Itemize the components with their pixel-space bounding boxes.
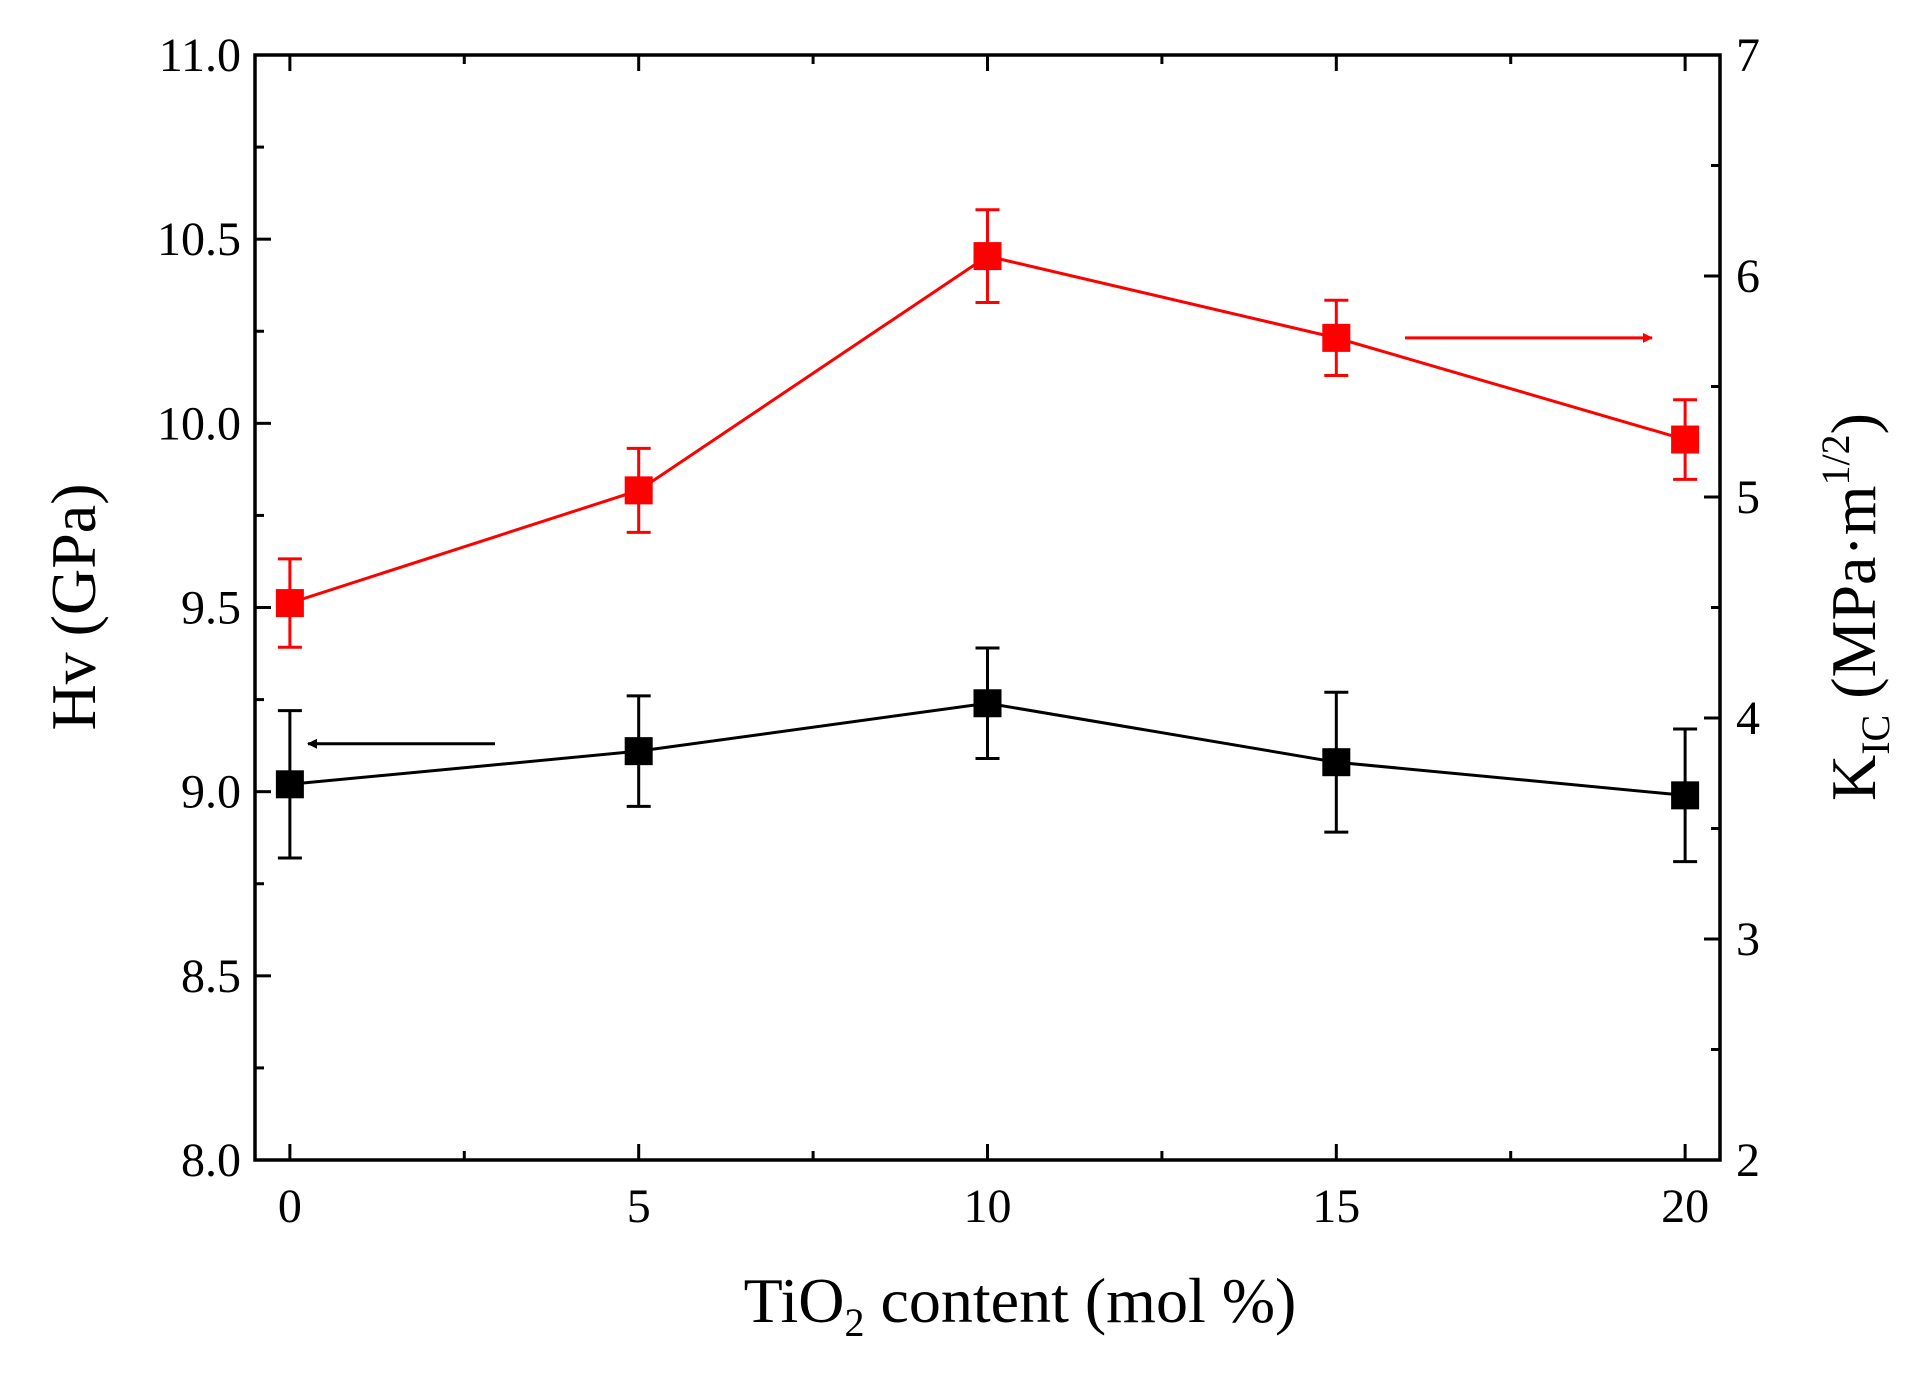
y-tick-label: 8.0 xyxy=(181,1134,241,1187)
y2-tick-label: 2 xyxy=(1736,1134,1760,1187)
y2-title-sup: 1/2 xyxy=(1813,434,1858,485)
x-tick-label: 15 xyxy=(1312,1180,1360,1233)
y-tick-label: 9.0 xyxy=(181,766,241,819)
data-point xyxy=(1322,748,1351,777)
x-tick-label: 0 xyxy=(278,1180,302,1233)
series-kic xyxy=(275,208,1700,649)
y2-title-sub: IC xyxy=(1853,715,1898,755)
x-title-tio: TiO xyxy=(744,1265,845,1336)
y2-tick-label: 3 xyxy=(1736,913,1760,966)
data-point xyxy=(624,737,653,766)
y2-title-mid: (MPa·m xyxy=(1818,485,1889,714)
x-title-rest: content (mol %) xyxy=(864,1265,1296,1336)
data-point xyxy=(275,770,304,799)
y-tick-label: 8.5 xyxy=(181,950,241,1003)
data-point xyxy=(1671,425,1700,454)
y-axis-title: Hv (GPa) xyxy=(38,483,109,730)
series-hv xyxy=(275,646,1700,864)
x-tick-label: 5 xyxy=(627,1180,651,1233)
y-tick-label: 9.5 xyxy=(181,582,241,635)
x-axis-title: TiO2 content (mol %) xyxy=(744,1265,1297,1345)
y2-tick-label: 4 xyxy=(1736,692,1760,745)
y2-tick-label: 7 xyxy=(1736,29,1760,82)
data-point xyxy=(973,242,1002,271)
y-tick-label: 11.0 xyxy=(159,29,241,82)
y2-axis-title: KIC (MPa·m1/2) xyxy=(1813,413,1898,801)
y2-title-k: K xyxy=(1818,755,1889,801)
data-point xyxy=(1671,781,1700,810)
x-title-sub: 2 xyxy=(844,1300,864,1345)
x-tick-label: 20 xyxy=(1661,1180,1709,1233)
y2-title-close: ) xyxy=(1818,413,1889,434)
y-tick-label: 10.0 xyxy=(157,397,241,450)
y2-tick-label: 5 xyxy=(1736,471,1760,524)
y-tick-label: 10.5 xyxy=(157,213,241,266)
series-line xyxy=(289,254,1686,605)
data-point xyxy=(275,589,304,618)
data-point xyxy=(973,689,1002,718)
x-tick-label: 10 xyxy=(964,1180,1012,1233)
y2-tick-label: 6 xyxy=(1736,250,1760,303)
data-point xyxy=(1322,323,1351,352)
data-point xyxy=(624,476,653,505)
